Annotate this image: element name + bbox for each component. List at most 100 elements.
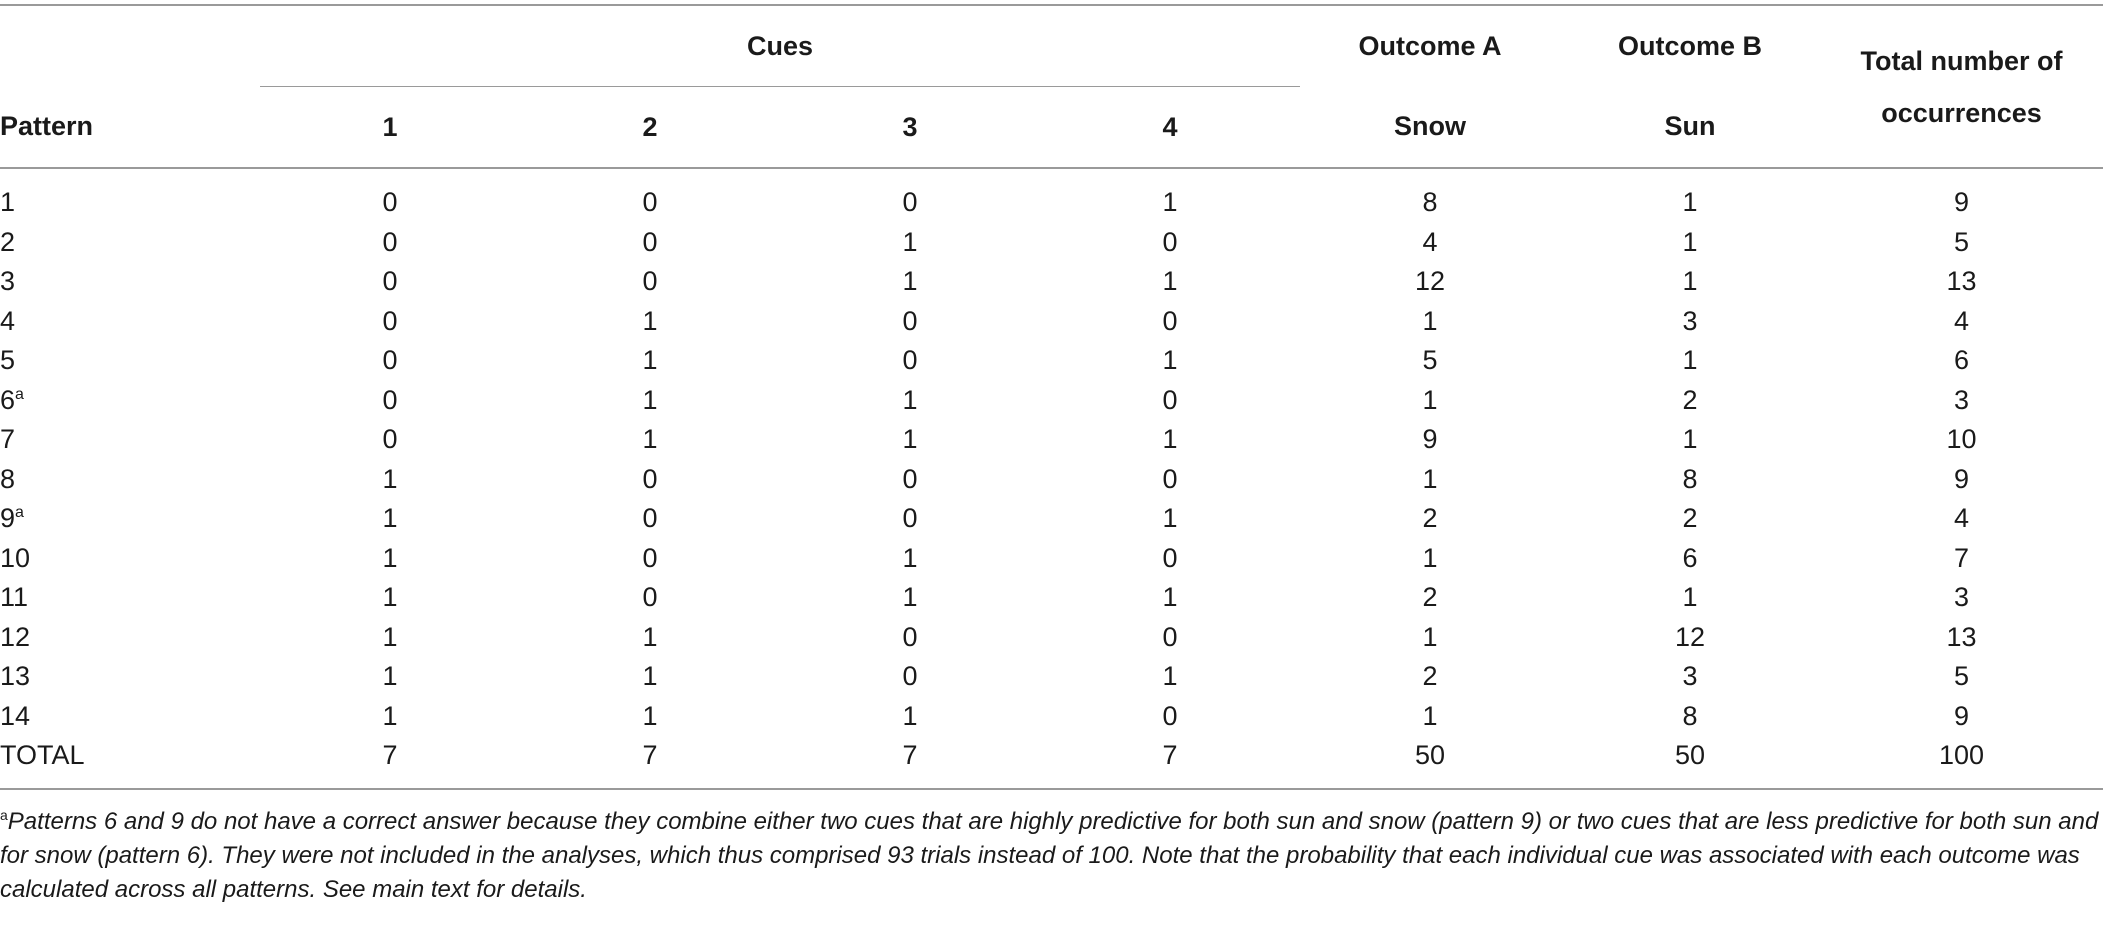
pattern-header: Pattern — [0, 111, 94, 142]
outcome-b-header: Outcome B — [1618, 30, 1763, 61]
table-row: 6a 0 1 1 0 1 2 3 — [0, 381, 2103, 421]
cell-total: 100 — [1939, 740, 1985, 771]
cell-c4: 0 — [1162, 463, 1178, 494]
cell-c4: 0 — [1162, 226, 1178, 257]
cell-c1: 0 — [382, 266, 398, 297]
table-row: 7 0 1 1 1 9 1 10 — [0, 420, 2103, 460]
cell-snow: 1 — [1422, 700, 1438, 731]
cell-snow: 2 — [1422, 503, 1438, 534]
table-row: 2 0 0 1 0 4 1 5 — [0, 223, 2103, 263]
cell-c3: 1 — [902, 266, 918, 297]
table-row: 1 0 0 0 1 8 1 9 — [0, 168, 2103, 223]
cell-c2: 0 — [642, 266, 658, 297]
pattern-cell: 8 — [0, 460, 260, 500]
table-body: 1 0 0 0 1 8 1 9 2 0 0 1 0 4 1 5 3 0 0 1 1 12 1 13 4 0 1 0 0 1 3 4 5 0 1 0 1 5… — [0, 168, 2103, 789]
cell-c2: 1 — [642, 345, 658, 376]
outcome-a-header: Outcome A — [1358, 30, 1502, 61]
table-header: Cues Outcome A Outcome B Total number of… — [0, 5, 2103, 168]
cell-c4: 0 — [1162, 305, 1178, 336]
table-row: 12 1 1 0 0 1 12 13 — [0, 618, 2103, 658]
cell-c4: 0 — [1162, 621, 1178, 652]
pattern-value: 1 — [0, 187, 16, 218]
table-footnote: aPatterns 6 and 9 do not have a correct … — [0, 805, 2100, 907]
cell-c4: 7 — [1162, 740, 1178, 771]
pattern-cell: 4 — [0, 302, 260, 342]
cell-c3: 0 — [902, 621, 918, 652]
cue-1-header: 1 — [382, 111, 398, 142]
cue-2-header: 2 — [642, 111, 658, 142]
cell-c3: 1 — [902, 424, 918, 455]
cell-c2: 0 — [642, 582, 658, 613]
pattern-cell: 12 — [0, 618, 260, 658]
cell-c3: 1 — [902, 582, 918, 613]
cell-snow: 1 — [1422, 621, 1438, 652]
cell-snow: 4 — [1422, 226, 1438, 257]
cell-total: 3 — [1954, 582, 1970, 613]
cell-total: 9 — [1954, 700, 1970, 731]
cell-sun: 6 — [1682, 542, 1698, 573]
cues-header: Cues — [260, 5, 1301, 87]
cell-c4: 1 — [1162, 582, 1178, 613]
cell-sun: 2 — [1682, 503, 1698, 534]
cell-c1: 0 — [382, 384, 398, 415]
footnote-ref: a — [15, 385, 24, 403]
cell-c4: 1 — [1162, 187, 1178, 218]
footnote-text: Patterns 6 and 9 do not have a correct a… — [0, 808, 2099, 903]
cell-snow: 1 — [1422, 384, 1438, 415]
cell-snow: 50 — [1415, 740, 1446, 771]
pattern-value: 13 — [0, 661, 31, 692]
cell-sun: 3 — [1682, 661, 1698, 692]
cell-total: 13 — [1946, 266, 1977, 297]
pattern-value: 12 — [0, 621, 31, 652]
cell-c3: 1 — [902, 226, 918, 257]
snow-header: Snow — [1394, 111, 1467, 142]
pattern-value: TOTAL — [0, 740, 85, 771]
cell-sun: 8 — [1682, 700, 1698, 731]
pattern-value: 3 — [0, 266, 16, 297]
pattern-cell: 7 — [0, 420, 260, 460]
data-table: Cues Outcome A Outcome B Total number of… — [0, 4, 2103, 790]
cell-sun: 8 — [1682, 463, 1698, 494]
pattern-value: 2 — [0, 226, 16, 257]
cell-c4: 1 — [1162, 503, 1178, 534]
cell-c2: 0 — [642, 503, 658, 534]
cell-c1: 0 — [382, 226, 398, 257]
pattern-value: 10 — [0, 542, 31, 573]
cell-total: 5 — [1954, 661, 1970, 692]
cell-snow: 1 — [1422, 463, 1438, 494]
cell-total: 4 — [1954, 503, 1970, 534]
pattern-cell: TOTAL — [0, 736, 260, 789]
cell-c1: 1 — [382, 582, 398, 613]
cell-c4: 0 — [1162, 542, 1178, 573]
cell-total: 9 — [1954, 187, 1970, 218]
cell-total: 10 — [1946, 424, 1977, 455]
cell-c2: 0 — [642, 463, 658, 494]
cell-total: 5 — [1954, 226, 1970, 257]
cell-total: 7 — [1954, 542, 1970, 573]
pattern-value: 9 — [0, 503, 16, 534]
cell-c2: 0 — [642, 187, 658, 218]
pattern-cell: 1 — [0, 168, 260, 223]
table-row: 11 1 0 1 1 2 1 3 — [0, 578, 2103, 618]
cell-c2: 7 — [642, 740, 658, 771]
footnote-ref: a — [15, 504, 24, 522]
pattern-cell: 14 — [0, 697, 260, 737]
cell-total: 13 — [1946, 621, 1977, 652]
cell-c3: 1 — [902, 542, 918, 573]
cell-sun: 2 — [1682, 384, 1698, 415]
cell-c2: 0 — [642, 226, 658, 257]
total-occurrences-header: Total number of occurrences — [1860, 45, 2063, 128]
cell-c4: 0 — [1162, 384, 1178, 415]
cell-sun: 3 — [1682, 305, 1698, 336]
cell-c1: 0 — [382, 305, 398, 336]
pattern-cell: 2 — [0, 223, 260, 263]
table-row: 9a 1 0 0 1 2 2 4 — [0, 499, 2103, 539]
pattern-cell: 10 — [0, 539, 260, 579]
cell-sun: 1 — [1682, 424, 1698, 455]
cell-c1: 0 — [382, 345, 398, 376]
cell-snow: 5 — [1422, 345, 1438, 376]
cell-snow: 2 — [1422, 582, 1438, 613]
cell-sun: 1 — [1682, 345, 1698, 376]
header-spacer — [0, 5, 260, 87]
table-row: 13 1 1 0 1 2 3 5 — [0, 657, 2103, 697]
